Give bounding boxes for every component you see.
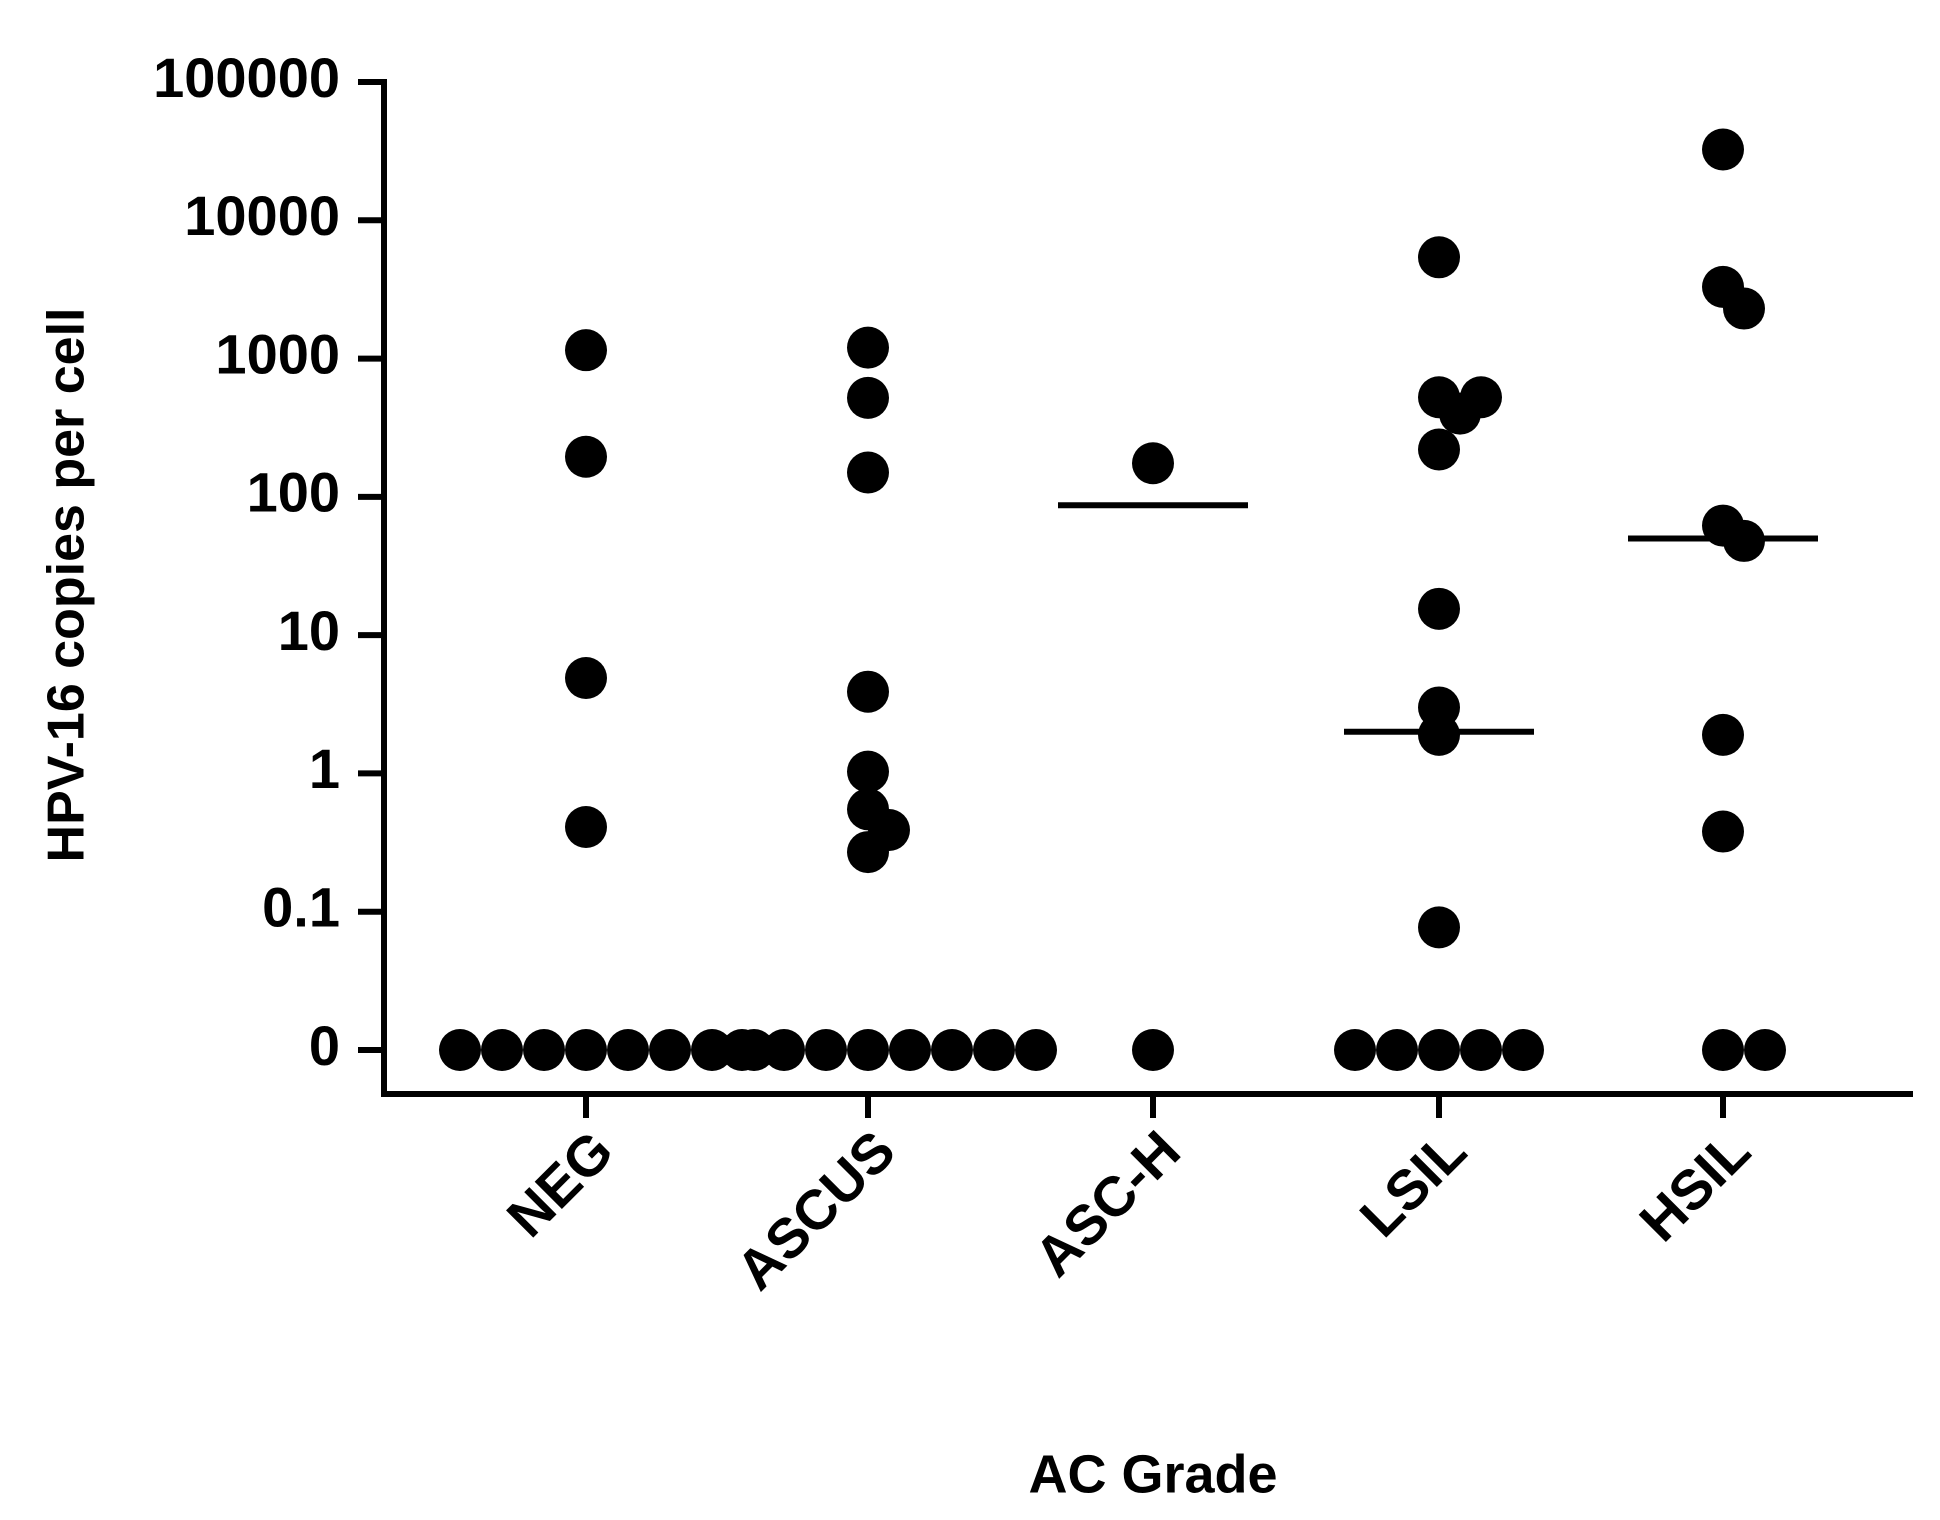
data-point [691, 1029, 733, 1071]
y-tick-label: 0.1 [262, 876, 340, 939]
data-point [565, 656, 607, 699]
data-point [1132, 442, 1174, 485]
data-point [1418, 587, 1460, 630]
data-point [1502, 1029, 1544, 1071]
data-point [847, 451, 889, 494]
data-point [649, 1029, 691, 1071]
data-point [847, 670, 889, 713]
data-point [1723, 287, 1765, 330]
data-point [1015, 1029, 1057, 1071]
x-tick-label: ASCUS [724, 1118, 907, 1301]
x-tick-label: LSIL [1348, 1118, 1478, 1248]
y-tick-label: 1000 [215, 322, 340, 385]
data-point [847, 1029, 889, 1071]
data-point [1439, 392, 1481, 435]
data-point [1702, 713, 1744, 756]
data-point [1418, 428, 1460, 471]
data-point [481, 1029, 523, 1071]
data-point [721, 1029, 763, 1071]
data-point [1460, 1029, 1502, 1071]
data-point [973, 1029, 1015, 1071]
data-point [1702, 128, 1744, 171]
data-point [1744, 1029, 1786, 1071]
data-point [889, 1029, 931, 1071]
y-tick-label: 0 [309, 1014, 340, 1077]
data-point [565, 435, 607, 478]
y-tick-label: 10 [278, 599, 340, 662]
data-point [607, 1029, 649, 1071]
data-point [805, 1029, 847, 1071]
data-point [565, 329, 607, 372]
data-point [1418, 1029, 1460, 1071]
data-point [931, 1029, 973, 1071]
data-point [565, 805, 607, 848]
data-point [1702, 1029, 1744, 1071]
data-point [1132, 1029, 1174, 1071]
data-point [847, 831, 889, 874]
x-tick-label: ASC-H [1022, 1118, 1192, 1288]
y-tick-label: 1 [309, 737, 340, 800]
x-tick-label: HSIL [1627, 1118, 1762, 1253]
x-tick-label: NEG [495, 1118, 625, 1248]
y-axis-title: HPV-16 copies per cell [38, 308, 96, 863]
data-point [763, 1029, 805, 1071]
data-point [847, 376, 889, 419]
data-point [1418, 906, 1460, 949]
y-tick-label: 100000 [153, 46, 340, 109]
data-point [1334, 1029, 1376, 1071]
data-point [847, 326, 889, 369]
y-tick-label: 10000 [184, 184, 340, 247]
x-axis-title: AC Grade [1028, 1444, 1277, 1504]
data-point [439, 1029, 481, 1071]
data-point [1376, 1029, 1418, 1071]
data-point [565, 1029, 607, 1071]
data-point [847, 750, 889, 793]
data-point [1702, 810, 1744, 853]
data-point [1418, 236, 1460, 279]
data-point [1418, 713, 1460, 756]
data-point [523, 1029, 565, 1071]
y-tick-label: 100 [247, 461, 340, 524]
